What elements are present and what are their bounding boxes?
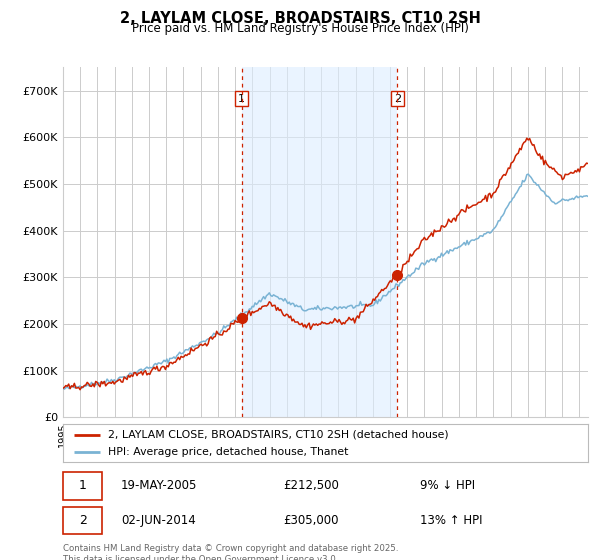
Text: £212,500: £212,500 (284, 479, 340, 492)
Text: Contains HM Land Registry data © Crown copyright and database right 2025.
This d: Contains HM Land Registry data © Crown c… (63, 544, 398, 560)
Text: 9% ↓ HPI: 9% ↓ HPI (420, 479, 475, 492)
Text: £305,000: £305,000 (284, 514, 339, 527)
Text: 19-MAY-2005: 19-MAY-2005 (121, 479, 197, 492)
Text: HPI: Average price, detached house, Thanet: HPI: Average price, detached house, Than… (107, 447, 348, 458)
Text: 2: 2 (394, 94, 401, 104)
Bar (242, 67, 397, 417)
Text: 1: 1 (79, 479, 86, 492)
Text: 1: 1 (238, 94, 245, 104)
FancyBboxPatch shape (63, 507, 103, 534)
Text: 2, LAYLAM CLOSE, BROADSTAIRS, CT10 2SH: 2, LAYLAM CLOSE, BROADSTAIRS, CT10 2SH (119, 11, 481, 26)
Text: 13% ↑ HPI: 13% ↑ HPI (420, 514, 482, 527)
Text: 2: 2 (79, 514, 86, 527)
FancyBboxPatch shape (63, 472, 103, 500)
Text: Price paid vs. HM Land Registry's House Price Index (HPI): Price paid vs. HM Land Registry's House … (131, 22, 469, 35)
Text: 2, LAYLAM CLOSE, BROADSTAIRS, CT10 2SH (detached house): 2, LAYLAM CLOSE, BROADSTAIRS, CT10 2SH (… (107, 430, 448, 440)
Text: 02-JUN-2014: 02-JUN-2014 (121, 514, 196, 527)
